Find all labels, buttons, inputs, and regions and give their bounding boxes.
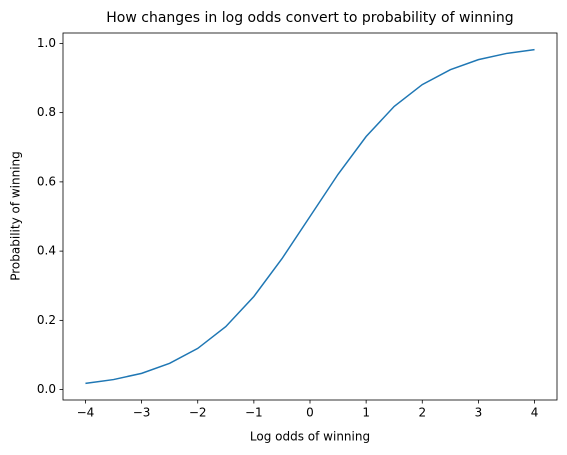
y-tick-label: 1.0: [37, 36, 56, 50]
x-tick-label: 4: [531, 406, 539, 420]
x-tick-label: 0: [306, 406, 314, 420]
x-tick-label: −3: [133, 406, 151, 420]
x-tick-label: −1: [245, 406, 263, 420]
line-series: [85, 48, 535, 385]
y-tick-label: 0.0: [37, 382, 56, 396]
x-tick-label: 1: [362, 406, 370, 420]
y-tick-label: 0.2: [37, 313, 56, 327]
x-tick-label: 2: [418, 406, 426, 420]
chart-title: How changes in log odds convert to proba…: [106, 10, 513, 26]
y-axis-label: Probability of winning: [9, 151, 23, 281]
plot-frame: [62, 32, 558, 401]
x-tick-label: −4: [77, 406, 95, 420]
x-tick-label: −2: [189, 406, 207, 420]
y-tick-label: 0.8: [37, 105, 56, 119]
x-axis-label: Log odds of winning: [250, 430, 370, 444]
x-tick-label: 3: [475, 406, 483, 420]
y-tick-label: 0.6: [37, 174, 56, 188]
y-tick-label: 0.4: [37, 244, 56, 258]
